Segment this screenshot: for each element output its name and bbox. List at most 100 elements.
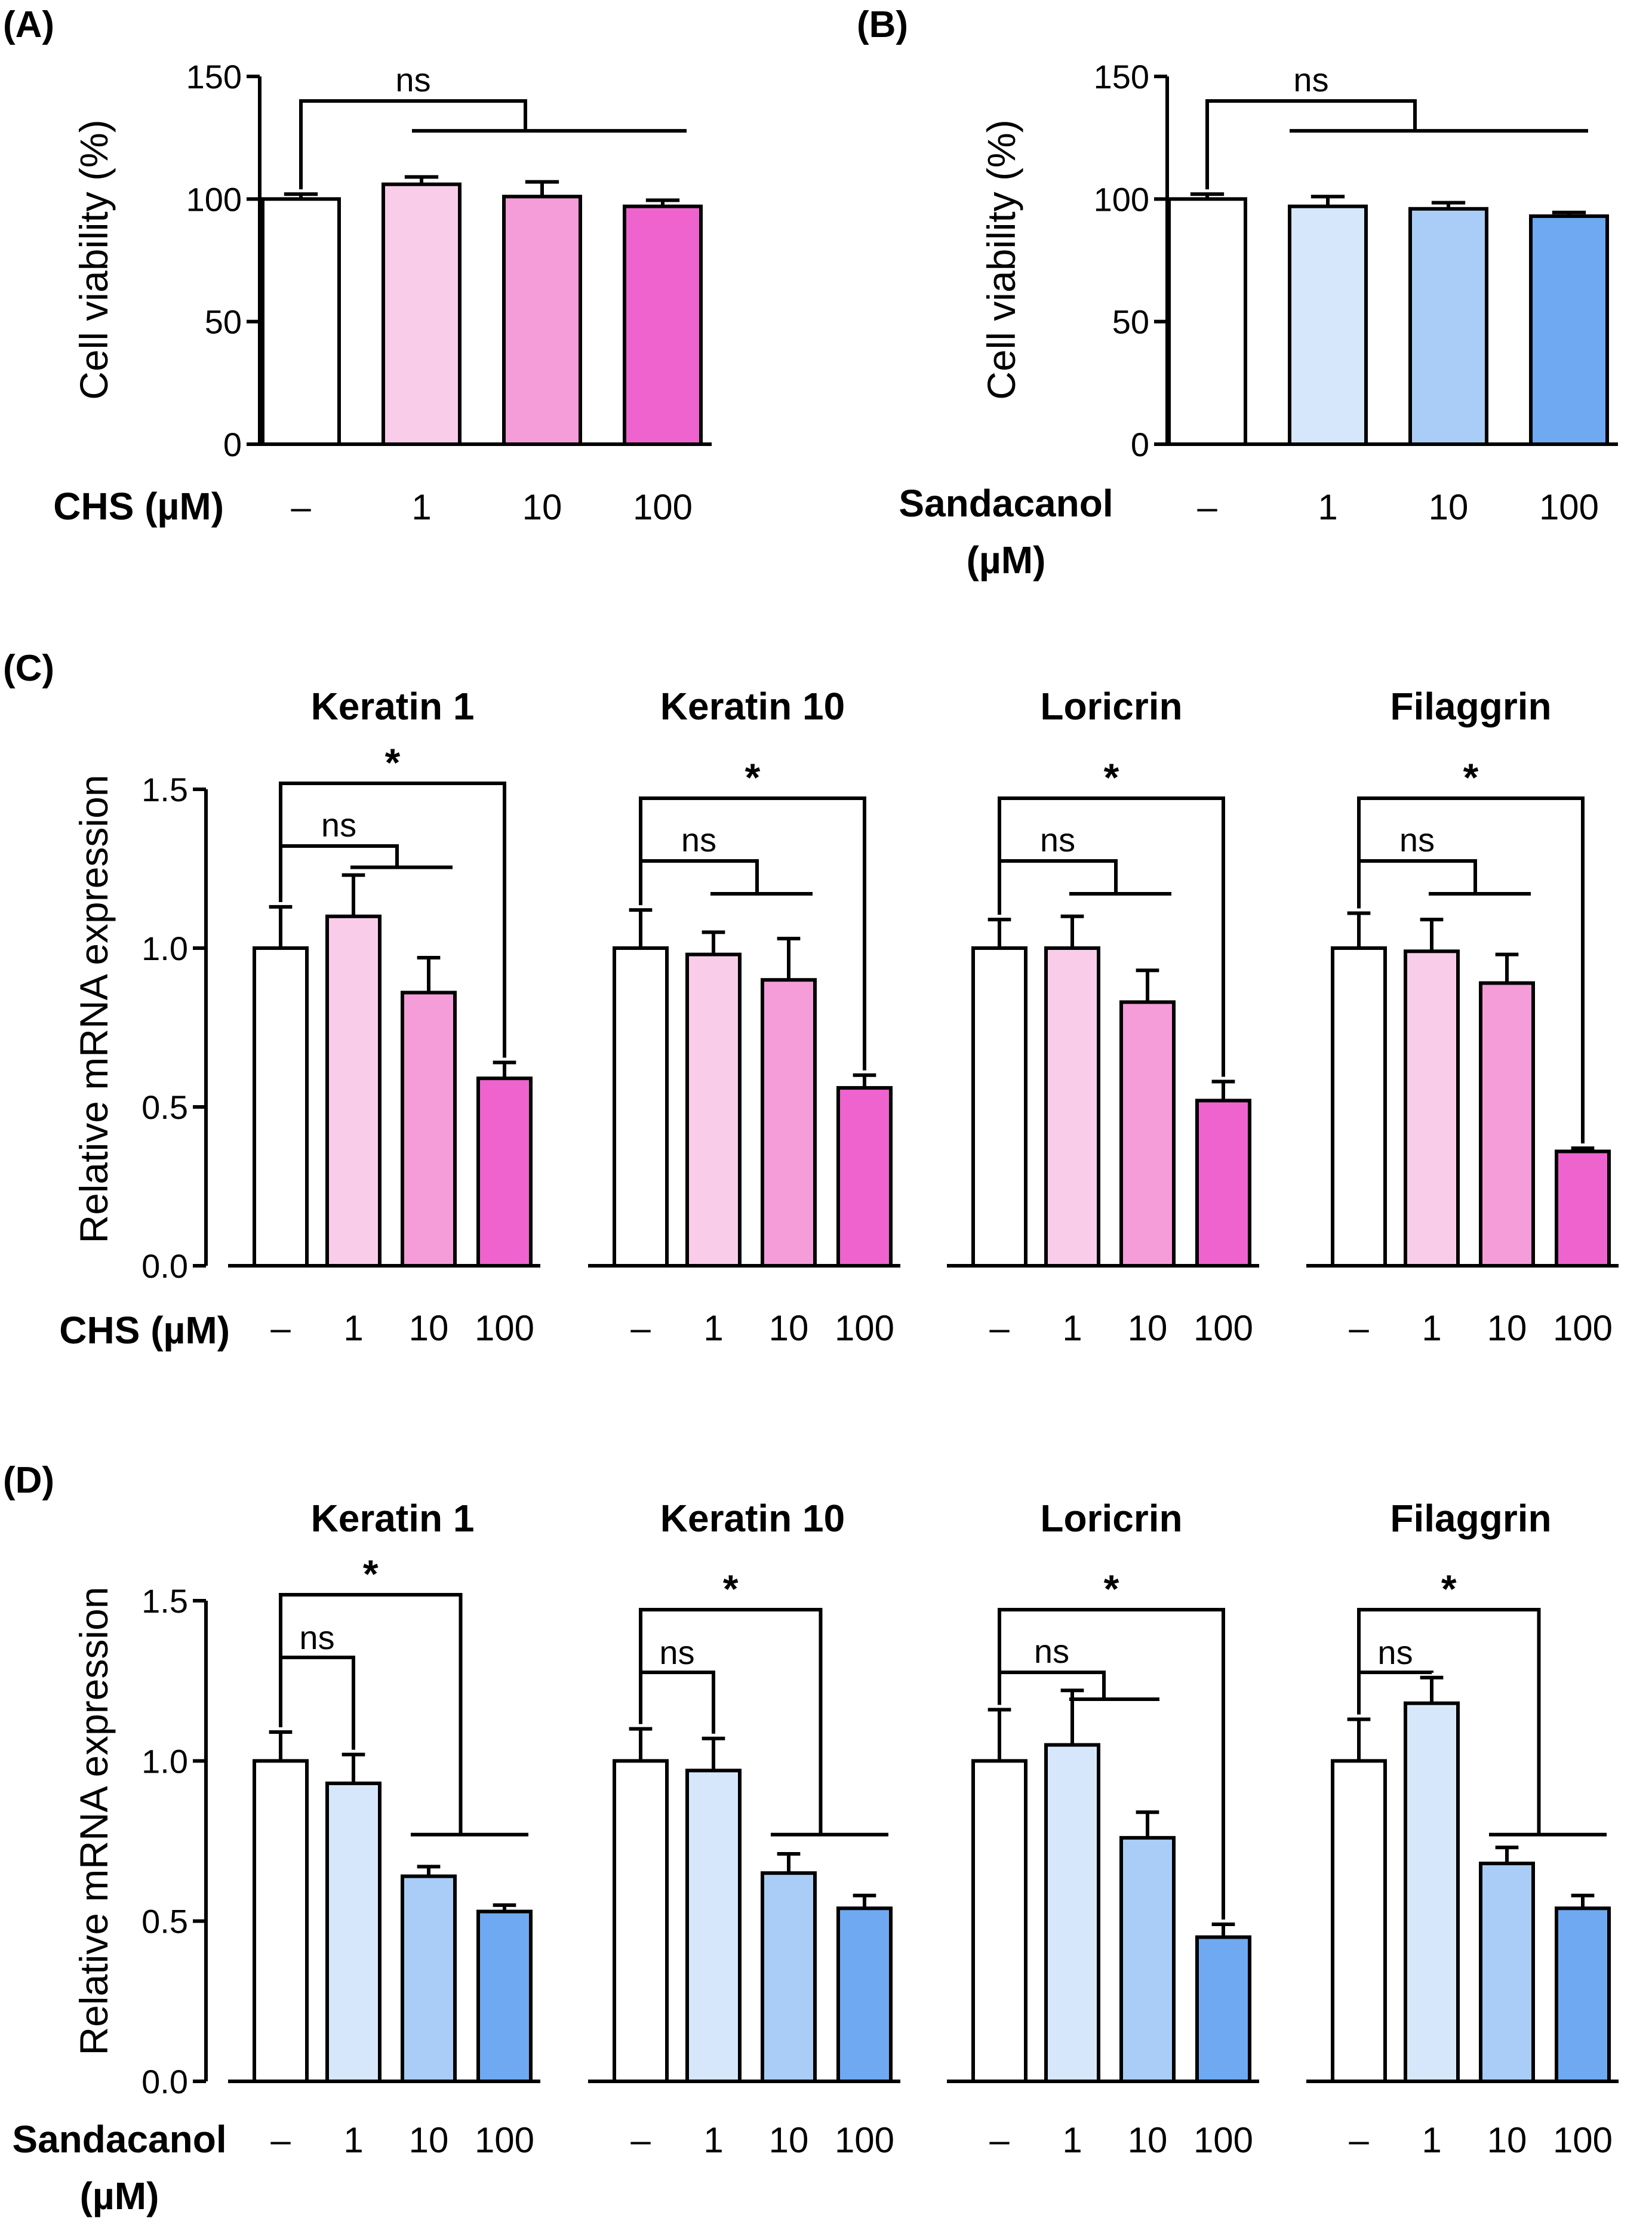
bar-d2-0 <box>971 1759 1027 2083</box>
x-category-c0-1: 1 <box>343 1308 363 1348</box>
x-axis-name-b-line2: (µM) <box>967 539 1046 582</box>
x-category-c2-3: 100 <box>1193 1308 1253 1348</box>
bar-d2-2 <box>1119 1836 1176 2083</box>
bar-c3-0 <box>1331 946 1387 1268</box>
sig-label-c0-ns: ns <box>321 806 356 844</box>
x-category-d3-0: – <box>1349 2120 1369 2160</box>
sig-bracket-c2-ns <box>998 859 1118 914</box>
y-tick-label-d-0: 0.0 <box>141 2063 188 2100</box>
x-category-d0-2: 10 <box>409 2120 449 2160</box>
sig-bracket-star-c3 <box>1357 796 1585 1144</box>
x-category-d1-0: – <box>630 2120 651 2160</box>
sig-bracket-star-d0 <box>279 1593 463 1835</box>
bar-c3-3 <box>1555 1149 1611 1268</box>
y-tick-label-a-1: 50 <box>205 303 242 341</box>
sig-bracket-a <box>299 99 527 190</box>
y-axis-title-a: Cell viability (%) <box>72 119 116 399</box>
bar-c2-0 <box>971 946 1027 1268</box>
y-axis-title-b: Cell viability (%) <box>979 119 1023 399</box>
x-category-d2-0: – <box>989 2120 1010 2160</box>
x-category-c1-1: 1 <box>703 1308 723 1348</box>
bar-c1-1 <box>685 952 742 1268</box>
bar-b-3 <box>1529 214 1609 446</box>
x-axis-name-d-line2: (µM) <box>80 2174 159 2217</box>
group-title-c2: Loricrin <box>1040 685 1182 728</box>
bar-c0-3 <box>476 1076 533 1268</box>
y-tick-label-c-2: 1.0 <box>141 930 188 967</box>
bar-c2-2 <box>1119 1000 1176 1268</box>
bar-a-2 <box>502 195 582 446</box>
sig-label-star-d2: * <box>1104 1567 1119 1611</box>
sig-label-c1-ns: ns <box>681 821 716 859</box>
panel-label-b: (B) <box>857 4 908 45</box>
sig-label-c2-ns: ns <box>1040 821 1075 859</box>
x-category-c2-1: 1 <box>1062 1308 1082 1348</box>
bar-d3-2 <box>1479 1862 1535 2083</box>
x-axis-name-a: CHS (µM) <box>53 485 224 528</box>
y-tick-label-d-1: 0.5 <box>141 1903 188 1940</box>
x-category-c1-3: 100 <box>835 1308 894 1348</box>
group-title-d2: Loricrin <box>1040 1497 1182 1540</box>
y-tick-label-b-2: 100 <box>1094 180 1149 218</box>
sig-label-d2-ns: ns <box>1034 1632 1069 1670</box>
x-axis-name-b-line1: Sandacanol <box>899 482 1113 525</box>
bar-d3-0 <box>1331 1759 1387 2083</box>
bar-c1-2 <box>761 978 817 1268</box>
x-category-c0-0: – <box>270 1308 291 1348</box>
y-tick-label-d-2: 1.0 <box>141 1742 188 1780</box>
y-tick-label-b-3: 150 <box>1094 58 1149 96</box>
y-tick-label-a-2: 100 <box>186 180 242 218</box>
x-category-c0-3: 100 <box>475 1308 534 1348</box>
sig-bracket-star-d2 <box>998 1608 1225 1920</box>
y-tick-label-b-0: 0 <box>1131 426 1149 463</box>
x-category-c1-2: 10 <box>769 1308 809 1348</box>
group-title-d1: Keratin 10 <box>660 1497 845 1540</box>
x-category-c2-0: – <box>989 1308 1010 1348</box>
bar-c0-1 <box>325 914 382 1268</box>
sig-label-star-c2: * <box>1104 755 1119 799</box>
x-category-d2-2: 10 <box>1128 2120 1168 2160</box>
sig-bracket-star-d3 <box>1357 1608 1541 1835</box>
bar-c0-2 <box>401 991 457 1268</box>
x-category-d0-0: – <box>270 2120 291 2160</box>
bar-b-1 <box>1288 204 1368 446</box>
sig-bracket-b <box>1205 99 1417 190</box>
bar-c1-0 <box>613 946 669 1268</box>
sig-label-star-c0: * <box>385 740 401 785</box>
x-category-d2-1: 1 <box>1062 2120 1082 2160</box>
bar-a-0 <box>261 197 341 446</box>
x-axis-name-d-line1: Sandacanol <box>12 2118 226 2161</box>
bar-a-3 <box>623 204 703 446</box>
sig-bracket-star-c1 <box>639 796 866 1071</box>
bar-a-1 <box>382 182 462 446</box>
x-category-a-3: 100 <box>633 487 693 527</box>
sig-bracket-c0-ns <box>279 844 399 901</box>
sig-bracket-star-c0 <box>279 782 506 1058</box>
x-category-d2-3: 100 <box>1193 2120 1253 2160</box>
sig-bracket-d1-ns <box>639 1671 715 1734</box>
y-tick-label-c-1: 0.5 <box>141 1088 188 1126</box>
sig-label-star-d1: * <box>723 1567 739 1611</box>
bar-d2-3 <box>1195 1935 1251 2083</box>
bar-d1-2 <box>761 1871 817 2084</box>
x-category-c3-2: 10 <box>1487 1308 1527 1348</box>
sig-bracket-c3-ns <box>1357 859 1477 908</box>
sig-label-d0-ns: ns <box>299 1619 334 1656</box>
x-category-d0-1: 1 <box>343 2120 363 2160</box>
x-category-b-1: 1 <box>1318 487 1337 527</box>
x-category-c3-1: 1 <box>1422 1308 1441 1348</box>
bar-d0-2 <box>401 1874 457 2084</box>
x-category-b-3: 100 <box>1539 487 1599 527</box>
sig-label-d3-ns: ns <box>1377 1634 1413 1671</box>
x-category-d1-1: 1 <box>703 2120 723 2160</box>
bar-b-2 <box>1408 207 1488 446</box>
bar-c3-2 <box>1479 981 1535 1268</box>
bar-c2-1 <box>1044 946 1100 1268</box>
sig-label-c3-ns: ns <box>1399 821 1435 859</box>
sig-label-d1-ns: ns <box>659 1634 694 1671</box>
bar-d0-0 <box>253 1759 309 2083</box>
group-title-c3: Filaggrin <box>1390 685 1551 728</box>
sig-label-a: ns <box>395 61 430 99</box>
group-title-d0: Keratin 1 <box>311 1497 475 1540</box>
bar-c1-3 <box>836 1086 893 1268</box>
